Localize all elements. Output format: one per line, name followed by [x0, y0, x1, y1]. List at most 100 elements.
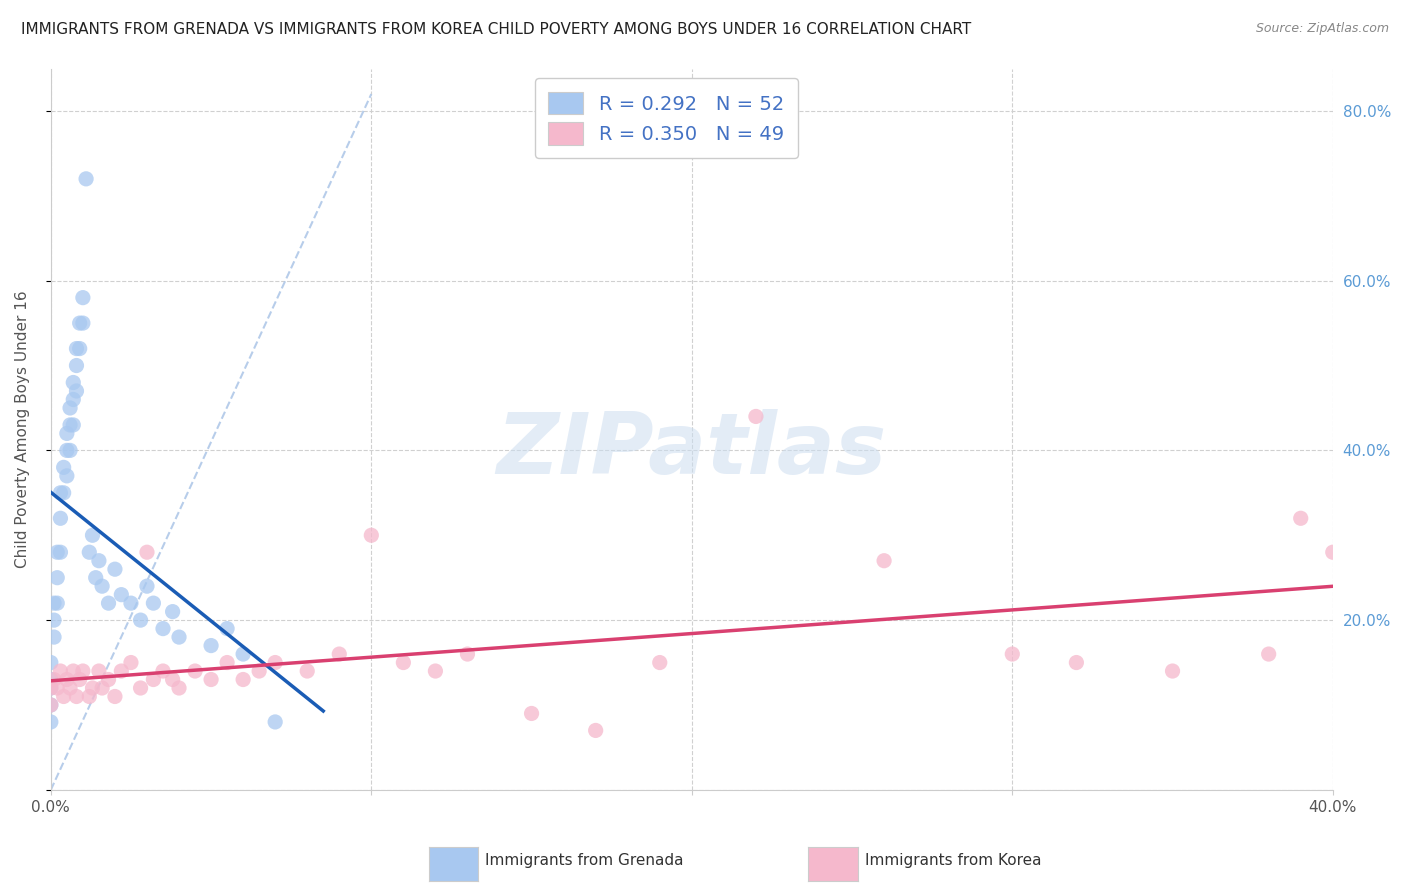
Point — [264, 714, 287, 729]
Point — [52, 460, 75, 475]
Point — [69, 342, 91, 356]
Point — [110, 588, 132, 602]
Point — [217, 622, 239, 636]
Point — [110, 664, 132, 678]
Point — [648, 656, 671, 670]
Point — [1001, 647, 1024, 661]
Point — [91, 579, 114, 593]
Point — [162, 673, 184, 687]
Point — [200, 639, 222, 653]
Point — [46, 571, 69, 585]
Point — [129, 681, 152, 695]
Point — [91, 681, 114, 695]
Point — [42, 673, 65, 687]
Point — [264, 656, 287, 670]
Point — [42, 596, 65, 610]
Point — [39, 656, 62, 670]
Point — [59, 443, 82, 458]
Point — [167, 681, 190, 695]
Text: IMMIGRANTS FROM GRENADA VS IMMIGRANTS FROM KOREA CHILD POVERTY AMONG BOYS UNDER : IMMIGRANTS FROM GRENADA VS IMMIGRANTS FR… — [21, 22, 972, 37]
Point — [42, 613, 65, 627]
Point — [97, 673, 120, 687]
Point — [56, 443, 79, 458]
Point — [184, 664, 207, 678]
Point — [585, 723, 607, 738]
Point — [65, 342, 87, 356]
Point — [59, 401, 82, 415]
Point — [136, 545, 159, 559]
Text: Immigrants from Grenada: Immigrants from Grenada — [485, 854, 683, 868]
Point — [49, 485, 72, 500]
Point — [142, 673, 165, 687]
Point — [129, 613, 152, 627]
Point — [136, 579, 159, 593]
Point — [52, 485, 75, 500]
Point — [56, 673, 79, 687]
Point — [39, 681, 62, 695]
Point — [104, 690, 127, 704]
Point — [72, 664, 94, 678]
Point — [104, 562, 127, 576]
Point — [69, 316, 91, 330]
Point — [72, 291, 94, 305]
Point — [65, 690, 87, 704]
Point — [65, 359, 87, 373]
Point — [97, 596, 120, 610]
Point — [152, 622, 174, 636]
Point — [42, 630, 65, 644]
Point — [360, 528, 382, 542]
Point — [120, 656, 142, 670]
Point — [49, 511, 72, 525]
Point — [84, 571, 107, 585]
Point — [520, 706, 543, 721]
Point — [217, 656, 239, 670]
Point — [392, 656, 415, 670]
Point — [46, 681, 69, 695]
Point — [56, 426, 79, 441]
Point — [162, 605, 184, 619]
Point — [79, 545, 101, 559]
Point — [425, 664, 447, 678]
Point — [232, 647, 254, 661]
Point — [62, 392, 84, 407]
Point — [39, 698, 62, 712]
Point — [87, 554, 110, 568]
Point — [52, 690, 75, 704]
Point — [142, 596, 165, 610]
Point — [49, 545, 72, 559]
Point — [59, 681, 82, 695]
Point — [49, 664, 72, 678]
Point — [39, 681, 62, 695]
Point — [120, 596, 142, 610]
Point — [1322, 545, 1344, 559]
Point — [39, 714, 62, 729]
Text: ZIPatlas: ZIPatlas — [496, 409, 887, 492]
Legend: R = 0.292   N = 52, R = 0.350   N = 49: R = 0.292 N = 52, R = 0.350 N = 49 — [534, 78, 797, 158]
Point — [200, 673, 222, 687]
Point — [72, 316, 94, 330]
Point — [1066, 656, 1088, 670]
Y-axis label: Child Poverty Among Boys Under 16: Child Poverty Among Boys Under 16 — [15, 291, 30, 568]
Point — [69, 673, 91, 687]
Point — [59, 417, 82, 432]
Point — [167, 630, 190, 644]
Point — [1257, 647, 1279, 661]
Point — [39, 673, 62, 687]
Point — [62, 376, 84, 390]
Point — [87, 664, 110, 678]
Text: Immigrants from Korea: Immigrants from Korea — [865, 854, 1042, 868]
Point — [62, 417, 84, 432]
Point — [1161, 664, 1184, 678]
Point — [247, 664, 270, 678]
Text: Source: ZipAtlas.com: Source: ZipAtlas.com — [1256, 22, 1389, 36]
Point — [745, 409, 768, 424]
Point — [46, 596, 69, 610]
Point — [75, 171, 97, 186]
Point — [456, 647, 478, 661]
Point — [56, 468, 79, 483]
Point — [152, 664, 174, 678]
Point — [232, 673, 254, 687]
Point — [873, 554, 896, 568]
Point — [1289, 511, 1312, 525]
Point — [39, 698, 62, 712]
